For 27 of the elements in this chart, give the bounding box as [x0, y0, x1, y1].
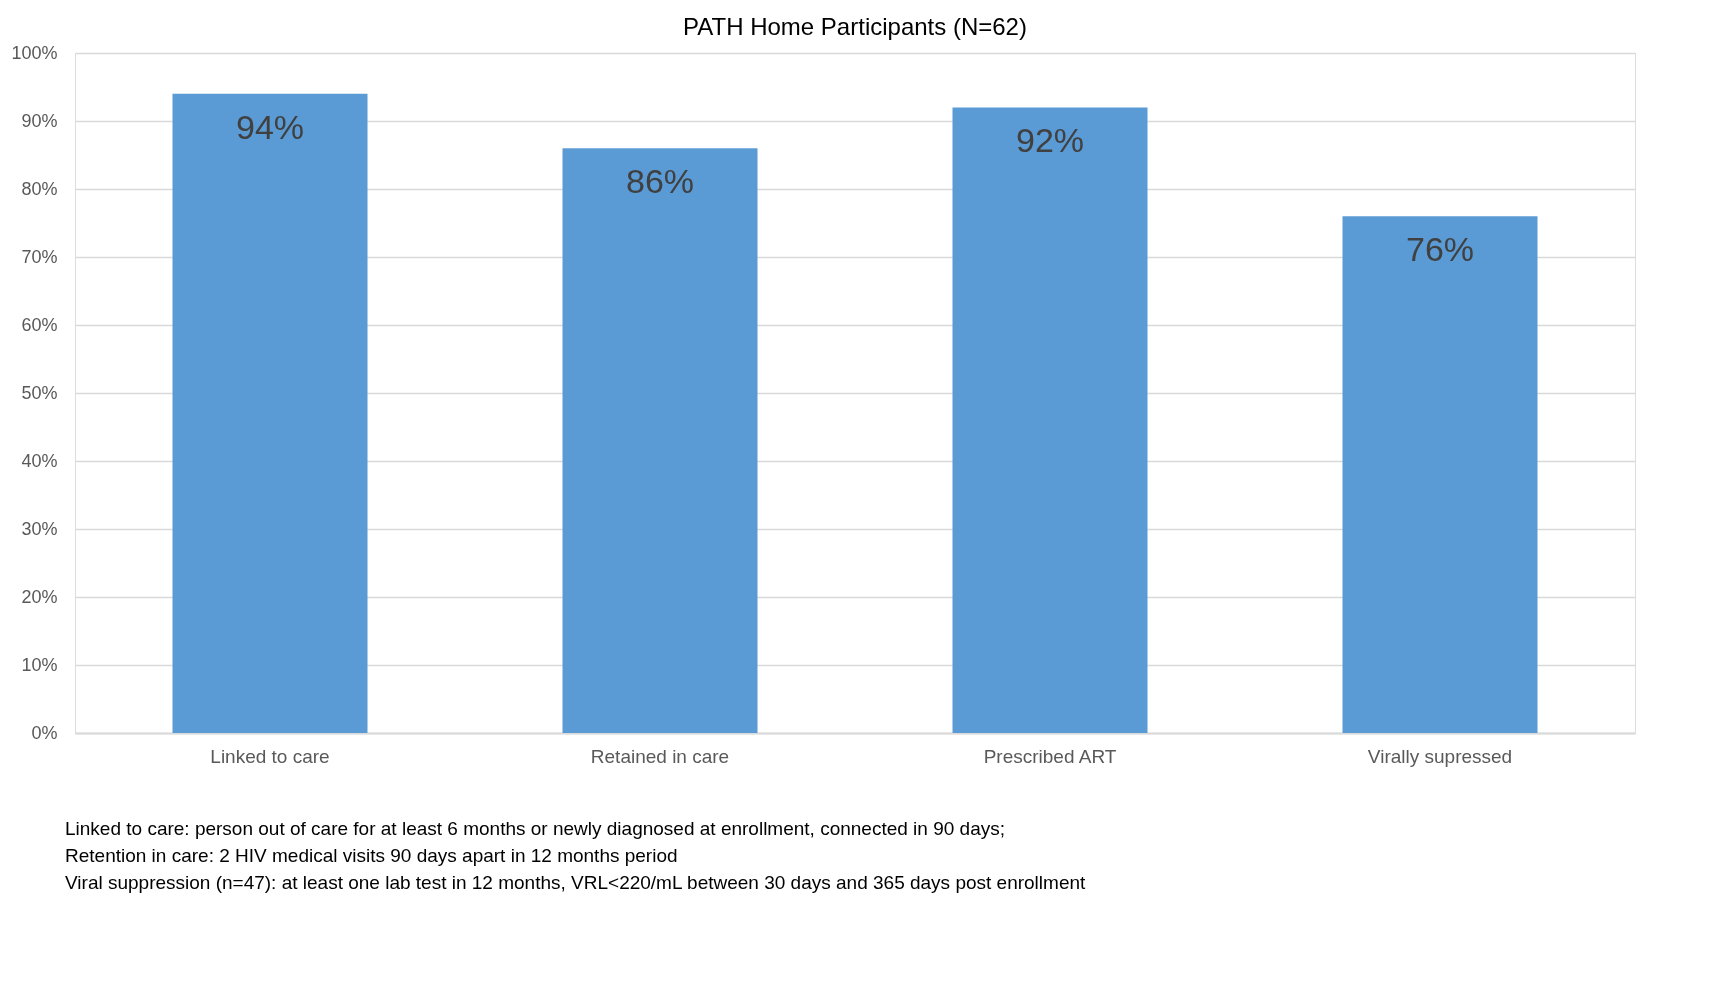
text: Linked to care: person out of care for at least 6 months or newly diagnosed at enrollment, connected in 90 days; [65, 818, 1005, 840]
y-tick-label: 70% [21, 246, 58, 267]
bar [172, 93, 368, 733]
y-tick-label: 60% [21, 314, 58, 335]
data-label: 92% [1015, 121, 1085, 160]
data-label: 86% [625, 162, 695, 201]
data-label: 94% [235, 107, 305, 146]
y-tick-label: 80% [21, 178, 58, 199]
bar [1342, 216, 1538, 733]
y-tick-label: 0% [31, 722, 58, 743]
y-tick-label: 100% [11, 42, 58, 63]
bar [562, 148, 758, 733]
x-tick-label: Retained in care [590, 745, 730, 767]
chart-title: PATH Home Participants (N=62) [683, 13, 1027, 40]
x-tick-label: Virally supressed [1367, 745, 1513, 767]
y-tick-label: 10% [21, 654, 58, 675]
y-tick-label: 30% [21, 518, 58, 539]
y-tick-label: 40% [21, 450, 58, 471]
bar [952, 107, 1148, 733]
text: Viral suppression (n=47): at least one lab test in 12 months, VRL<220/mL between 30 days and 365 days post enrollment [65, 871, 1087, 893]
data-label: 76% [1405, 230, 1475, 269]
text: Retention in care: 2 HIV medical visits 90 days apart in 12 months period [65, 845, 678, 866]
y-tick-label: 20% [21, 586, 58, 607]
y-tick-label: 90% [21, 110, 58, 131]
x-tick-label: Linked to care [210, 745, 330, 767]
y-tick-label: 50% [21, 382, 58, 403]
x-tick-label: Prescribed ART [983, 745, 1117, 767]
